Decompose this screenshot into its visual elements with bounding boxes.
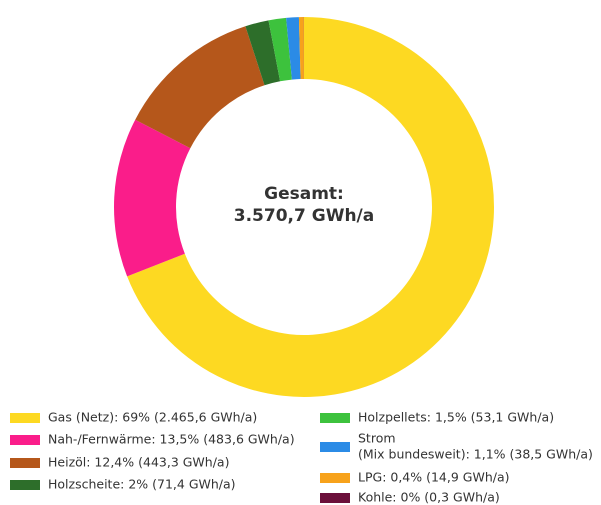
center-label: Gesamt: (264, 184, 344, 204)
center-label: 3.570,7 GWh/a (234, 206, 374, 226)
legend-swatch (10, 413, 40, 423)
legend-label: (Mix bundesweit): 1,1% (38,5 GWh/a) (358, 447, 593, 462)
donut (114, 16, 494, 398)
donut-slice (245, 20, 281, 86)
legend-swatch (320, 493, 350, 503)
donut-slice (127, 17, 494, 398)
donut-slice (135, 26, 265, 149)
legend-label: Holzscheite: 2% (71,4 GWh/a) (48, 477, 236, 492)
legend-label: Holzpellets: 1,5% (53,1 GWh/a) (358, 410, 554, 425)
legend-swatch (10, 480, 40, 490)
legend-swatch (320, 413, 350, 423)
legend-label: Gas (Netz): 69% (2.465,6 GWh/a) (48, 410, 257, 425)
legend-swatch (320, 442, 350, 452)
donut-slice (114, 119, 191, 277)
legend-label: LPG: 0,4% (14,9 GWh/a) (358, 470, 510, 485)
donut-slice (286, 17, 301, 80)
legend-label: Heizöl: 12,4% (443,3 GWh/a) (48, 455, 229, 470)
donut-slice (268, 17, 292, 82)
legend-swatch (320, 473, 350, 483)
legend-label: Nah-/Fernwärme: 13,5% (483,6 GWh/a) (48, 432, 295, 447)
legend-label: Strom (358, 431, 396, 446)
legend: Gas (Netz): 69% (2.465,6 GWh/a) Nah-/Fern… (10, 410, 593, 505)
legend-swatch (10, 458, 40, 468)
legend-label: Kohle: 0% (0,3 GWh/a) (358, 490, 500, 505)
legend-swatch (10, 435, 40, 445)
donut-slice (298, 17, 304, 80)
